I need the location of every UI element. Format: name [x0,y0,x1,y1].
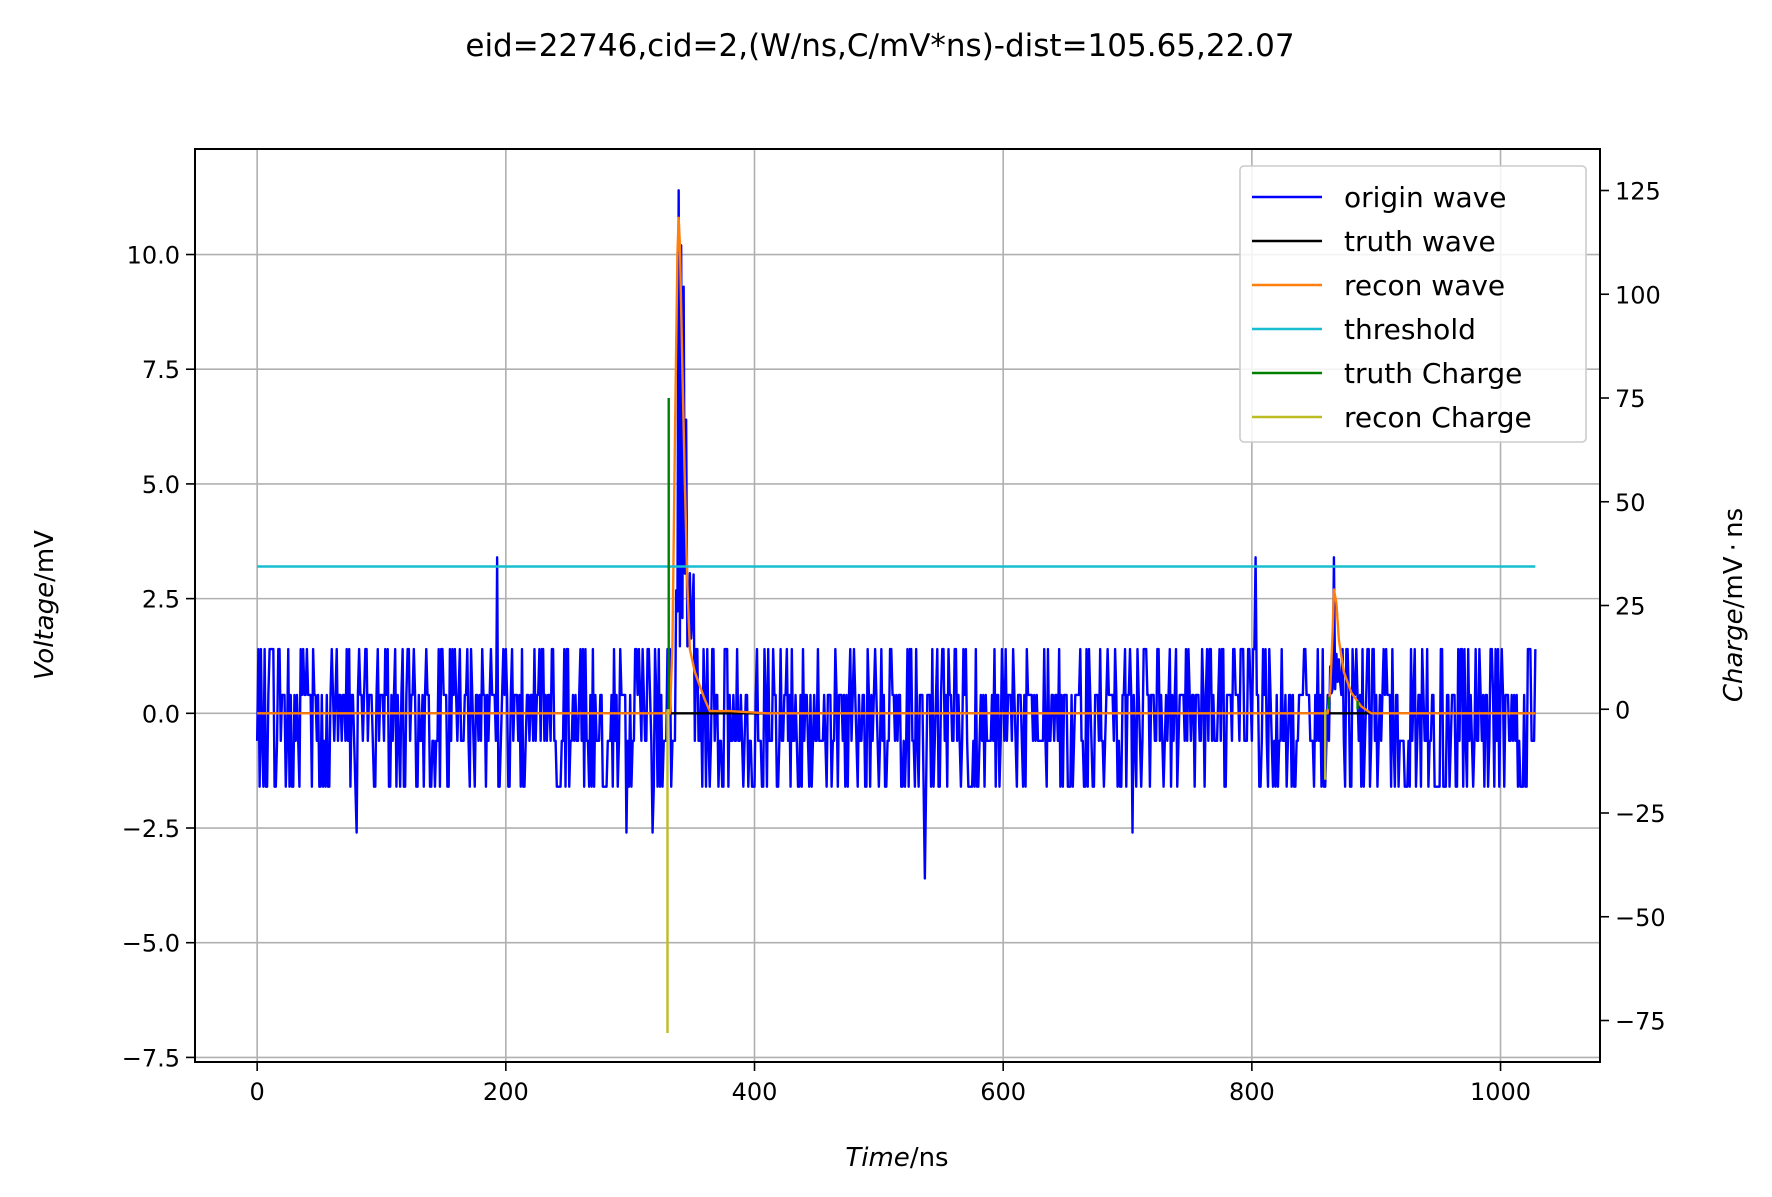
x-tick-label: 800 [1229,1078,1275,1106]
legend-entry: origin wave [1344,181,1506,214]
legend-entry: recon wave [1344,269,1505,302]
legend-entry: truth Charge [1344,357,1522,390]
recon-charge-stems [666,709,1327,1033]
origin-wave-line [255,189,1537,880]
y-right-tick-label: 75 [1615,385,1646,413]
y-right-tick-label: 100 [1615,281,1661,309]
x-tick-label: 600 [980,1078,1026,1106]
plot-series [255,189,1537,1033]
y-axis-left-label: Voltage/mV [30,530,60,680]
x-tick-label: 200 [483,1078,529,1106]
y-right-tick-label: 125 [1615,178,1661,206]
y-axis-right: −75 −50 −25 0 25 50 75 100 125 [1600,178,1666,1036]
y-left-tick-label: 0.0 [142,700,180,728]
x-tick-label: 400 [732,1078,778,1106]
legend: origin wave truth wave recon wave threshold… [1239,165,1587,443]
y-right-tick-label: 50 [1615,489,1646,517]
truth-charge-stems [667,398,1359,710]
y-left-tick-label: 7.5 [142,356,180,384]
y-right-tick-label: −25 [1615,800,1666,828]
legend-entry: recon Charge [1344,401,1532,434]
y-left-tick-label: 2.5 [142,586,180,614]
legend-entry: truth wave [1344,225,1496,258]
legend-box [1239,165,1587,443]
y-left-tick-label: 5.0 [142,471,180,499]
y-left-tick-label: −2.5 [122,815,180,843]
y-left-tick-label: −7.5 [122,1044,180,1072]
y-right-tick-label: 0 [1615,696,1630,724]
x-tick-label: 1000 [1470,1078,1531,1106]
legend-entry: threshold [1344,313,1476,346]
y-left-tick-label: 10.0 [127,242,180,270]
y-right-tick-label: 25 [1615,593,1646,621]
y-left-tick-label: −5.0 [122,930,180,958]
chart-title: eid=22746,cid=2,(W/ns,C/mV*ns)-dist=105.… [465,28,1294,64]
y-right-tick-label: −50 [1615,904,1666,932]
y-axis-right-label: Charge/mV · ns [1719,508,1749,702]
y-right-tick-label: −75 [1615,1008,1666,1036]
y-axis-left: −7.5 −5.0 −2.5 0.0 2.5 5.0 7.5 10.0 [122,242,195,1072]
x-axis-label: Time/ns [845,1143,948,1173]
x-axis: 0 200 400 600 800 1000 [250,1062,1531,1106]
x-tick-label: 0 [250,1078,265,1106]
recon-wave-line [257,216,1536,715]
